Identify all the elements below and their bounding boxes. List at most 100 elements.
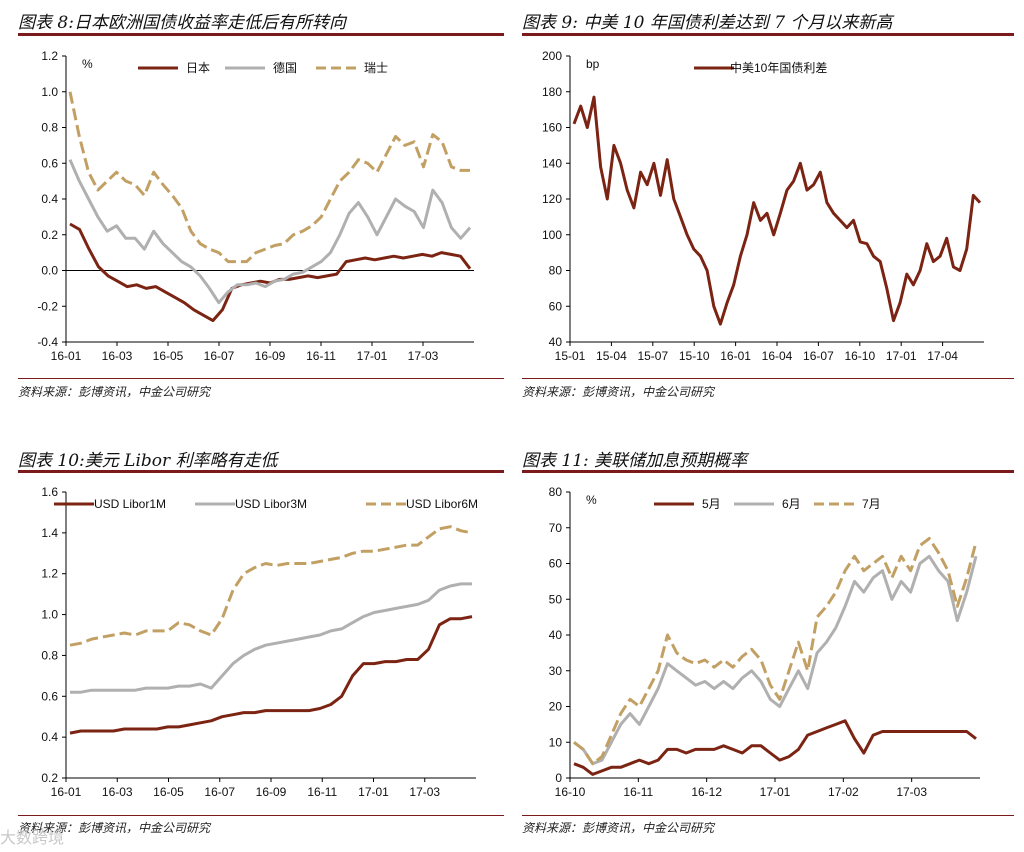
x-tick-label: 15-07 [637, 349, 668, 363]
x-tick-label: 17-01 [760, 785, 791, 799]
x-tick-label: 16-10 [844, 349, 875, 363]
legend-label: 德国 [273, 60, 297, 75]
x-tick-label: 16-05 [153, 349, 184, 363]
legend-label: 中美10年国债利差 [730, 60, 827, 75]
x-tick-label: 17-02 [828, 785, 859, 799]
series-line [68, 91, 470, 264]
y-tick-label: -0.4 [37, 335, 58, 349]
y-tick-label: 0.8 [41, 121, 58, 135]
y-tick-label: 200 [542, 49, 562, 63]
fed-hike-probability-chart: 0 10 20 30 40 50 60 70 80 16-10 16-11 16-12 17-01 17-… [549, 485, 980, 799]
series-line [573, 554, 978, 766]
x-tick-label: 16-11 [307, 785, 337, 799]
source-note: 资料来源：彭博资讯，中金公司研究 [522, 385, 715, 399]
title-rule [18, 33, 504, 36]
title-rule [18, 470, 504, 473]
y-tick-label: 60 [549, 557, 563, 571]
source-note: 资料来源：彭博资讯，中金公司研究 [18, 821, 211, 835]
unit-label: % [586, 493, 597, 507]
source-rule [18, 815, 504, 816]
y-tick-label: 140 [542, 156, 562, 170]
y-tick-label: -0.2 [37, 299, 58, 313]
series-line [572, 95, 982, 326]
chart-panel-libor: 图表 10:美元 Libor 利率略有走低 0.2 0.4 0.6 0.8 1.0 1.2… [18, 440, 504, 852]
legend-label: 瑞士 [364, 61, 388, 75]
y-tick-label: 80 [549, 485, 563, 499]
y-tick-label: 1.2 [41, 49, 58, 63]
x-tick-label: 16-03 [102, 349, 133, 363]
title-rule [522, 33, 1014, 36]
x-tick-label: 16-01 [51, 785, 82, 799]
legend-label: 5月 [702, 497, 721, 511]
series-line [69, 525, 473, 647]
x-tick-label: 16-07 [204, 785, 235, 799]
yield-line-chart: -0.4 -0.2 0.0 0.2 0.4 0.6 0.8 1.0 1.2 16-01 16-03 1… [37, 49, 474, 363]
y-tick-label: 50 [549, 592, 563, 606]
x-tick-label: 16-11 [306, 349, 336, 363]
x-tick-label: 16-01 [51, 349, 82, 363]
x-tick-label: 16-11 [623, 785, 653, 799]
chart-panel-spread: 图表 9: 中美 10 年国债利差达到 7 个月以来新高 40 60 80 100 12… [522, 0, 1014, 410]
y-tick-label: 0 [555, 771, 562, 785]
x-tick-label: 16-04 [762, 349, 793, 363]
series-line [69, 615, 473, 735]
x-tick-label: 17-03 [409, 785, 440, 799]
y-tick-label: 10 [549, 735, 563, 749]
x-tick-label: 16-03 [102, 785, 133, 799]
x-tick-label: 16-09 [255, 349, 286, 363]
unit-label: bp [586, 57, 600, 71]
y-tick-label: 120 [542, 192, 562, 206]
chart-title: 图表 9: 中美 10 年国债利差达到 7 个月以来新高 [522, 13, 893, 33]
spread-line-chart: 40 60 80 100 120 140 160 180 200 15-01 15-04 15-07 1… [542, 49, 984, 363]
x-tick-label: 15-01 [555, 349, 586, 363]
libor-line-chart: 0.2 0.4 0.6 0.8 1.0 1.2 1.4 1.6 16-01 16-03 16-05 1… [41, 485, 478, 799]
source-rule [18, 378, 504, 379]
series-line [70, 582, 472, 694]
chart-title: 图表 8:日本欧洲国债收益率走低后有所转向 [18, 13, 346, 33]
x-tick-label: 16-05 [153, 785, 184, 799]
x-tick-label: 17-03 [408, 349, 439, 363]
y-tick-label: 30 [549, 664, 563, 678]
legend-label: 日本 [186, 61, 210, 75]
y-tick-label: 0.6 [41, 689, 58, 703]
y-tick-label: 160 [542, 121, 562, 135]
x-tick-label: 17-01 [357, 349, 388, 363]
source-note: 资料来源：彭博资讯，中金公司研究 [522, 821, 715, 835]
y-tick-label: 70 [549, 521, 563, 535]
legend-label: 6月 [782, 497, 801, 511]
series-line [573, 537, 978, 766]
x-tick-label: 15-10 [679, 349, 710, 363]
watermark: 大数跨境 [0, 828, 65, 847]
y-tick-label: 1.0 [41, 85, 58, 99]
x-tick-label: 15-04 [596, 349, 627, 363]
x-tick-label: 17-03 [896, 785, 927, 799]
y-tick-label: 0.0 [41, 264, 58, 278]
source-rule [522, 378, 1014, 379]
y-tick-label: 1.0 [41, 608, 58, 622]
y-tick-label: 0.4 [41, 730, 58, 744]
x-tick-label: 16-01 [720, 349, 751, 363]
x-tick-label: 16-09 [256, 785, 287, 799]
chart-panel-fed: 图表 11: 美联储加息预期概率 0 10 20 30 40 50 60 70 80 16-10 1… [522, 440, 1014, 852]
x-tick-label: 16-07 [204, 349, 235, 363]
y-tick-label: 60 [549, 299, 563, 313]
chart-title: 图表 11: 美联储加息预期概率 [522, 451, 748, 471]
source-note: 资料来源：彭博资讯，中金公司研究 [18, 385, 211, 399]
chart-panel-yields: 图表 8:日本欧洲国债收益率走低后有所转向 -0.4 -0.2 0.0 0.2 0.4 0… [18, 0, 504, 410]
legend-label: USD Libor6M [406, 497, 478, 511]
y-tick-label: 40 [549, 628, 563, 642]
y-tick-label: 0.2 [41, 228, 58, 242]
series-line [573, 719, 977, 776]
unit-label: % [82, 57, 93, 71]
source-rule [522, 815, 1014, 816]
y-tick-label: 180 [542, 85, 562, 99]
y-tick-label: 1.6 [41, 485, 58, 499]
legend-label: 7月 [862, 497, 881, 511]
y-tick-label: 0.8 [41, 648, 58, 662]
y-tick-label: 100 [542, 228, 562, 242]
y-tick-label: 80 [549, 264, 563, 278]
title-rule [522, 470, 1014, 473]
x-tick-label: 16-07 [803, 349, 834, 363]
legend-label: USD Libor1M [94, 497, 166, 511]
x-tick-label: 17-04 [927, 349, 958, 363]
